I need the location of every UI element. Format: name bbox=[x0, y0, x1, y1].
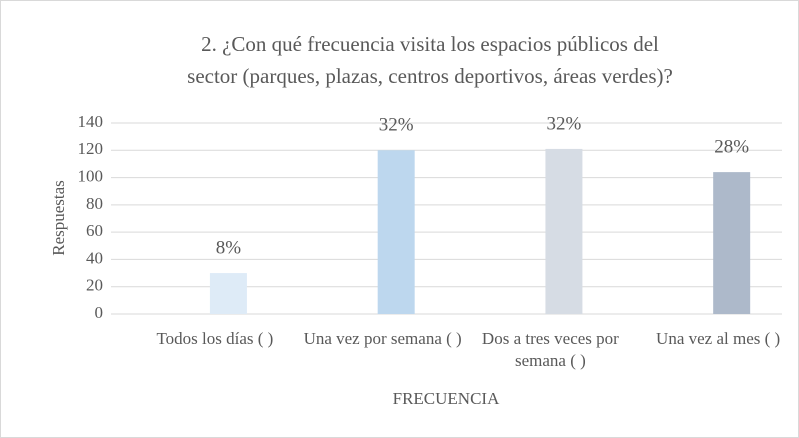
bar bbox=[545, 148, 583, 314]
bar bbox=[713, 172, 751, 314]
y-axis-label: Respuestas bbox=[49, 180, 68, 256]
x-tick-label: Una vez por semana ( ) bbox=[303, 329, 462, 348]
y-tick-label: 140 bbox=[78, 112, 104, 131]
x-axis-label: FRECUENCIA bbox=[393, 389, 500, 408]
data-label: 28% bbox=[714, 136, 749, 157]
x-tick-label: Todos los días ( ) bbox=[156, 329, 274, 348]
y-tick-label: 100 bbox=[78, 166, 104, 185]
chart-title: 2. ¿Con qué frecuencia visita los espaci… bbox=[201, 32, 659, 56]
y-tick-label: 80 bbox=[86, 194, 103, 213]
y-tick-label: 40 bbox=[86, 248, 103, 267]
y-tick-label: 20 bbox=[86, 276, 103, 295]
data-label: 8% bbox=[216, 237, 242, 258]
bar bbox=[209, 273, 247, 314]
data-label: 32% bbox=[547, 113, 582, 134]
y-tick-label: 120 bbox=[78, 139, 104, 158]
y-tick-label: 0 bbox=[95, 303, 104, 322]
x-tick-label: Una vez al mes ( ) bbox=[656, 329, 781, 348]
chart-title: sector (parques, plazas, centros deporti… bbox=[187, 64, 673, 88]
bar bbox=[377, 150, 415, 314]
x-tick-label: Dos a tres veces por semana ( ) bbox=[481, 329, 619, 370]
y-tick-label: 60 bbox=[86, 221, 103, 240]
data-label: 32% bbox=[379, 115, 414, 136]
